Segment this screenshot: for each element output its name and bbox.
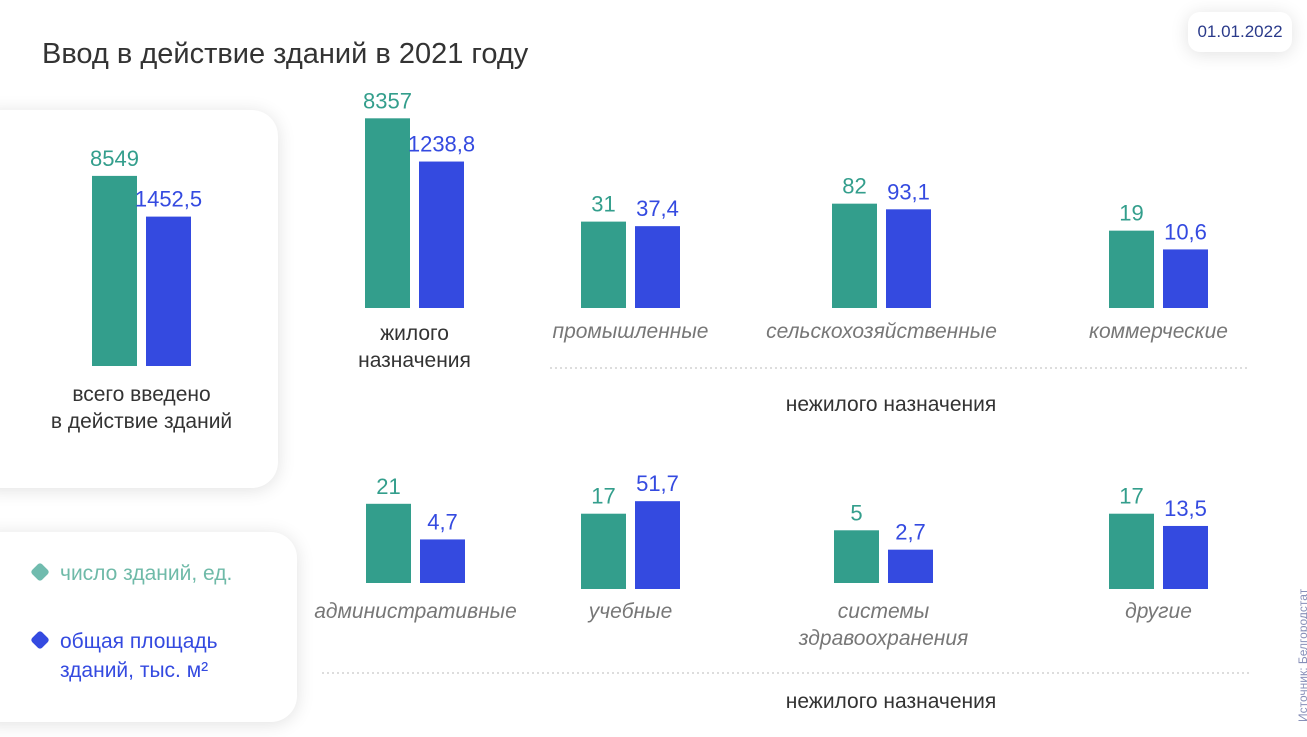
group-label: нежилого назначения <box>785 393 997 416</box>
category-line: здравоохранения <box>798 627 969 650</box>
value-label: 1452,5 <box>135 187 202 212</box>
category-label: административные <box>266 598 566 625</box>
category-line: назначения <box>358 349 471 372</box>
value-label: 5 <box>850 500 862 525</box>
legend-marker <box>31 563 49 581</box>
value-label: 1238,8 <box>408 132 475 157</box>
group-label: нежилого назначения <box>785 690 997 713</box>
bar <box>581 221 626 308</box>
value-label: 19 <box>1119 201 1143 226</box>
category-label: учебные <box>481 598 781 625</box>
category-line: в действие зданий <box>50 410 233 433</box>
bar <box>1163 525 1208 589</box>
bar <box>366 503 411 583</box>
bar <box>635 501 680 589</box>
date-pill <box>1188 12 1292 52</box>
bar <box>419 161 464 308</box>
bar <box>886 209 931 308</box>
category-line: другие <box>1125 600 1192 623</box>
category-line: сельскохозяйственные <box>766 320 997 343</box>
date: 01.01.2022 <box>1197 22 1283 41</box>
value-label: 8549 <box>90 146 139 171</box>
category-line: промышленные <box>552 320 709 343</box>
value-label: 93,1 <box>887 179 930 204</box>
value-label: 10,6 <box>1164 219 1207 244</box>
value-label: 17 <box>591 484 615 509</box>
bar <box>1109 230 1154 308</box>
category-label: промышленные <box>481 318 781 345</box>
bar <box>1163 249 1208 308</box>
bar <box>92 175 137 366</box>
value-label: 31 <box>591 192 615 217</box>
value-label: 13,5 <box>1164 496 1207 521</box>
category-line: жилого <box>380 322 449 345</box>
value-label: 37,4 <box>636 196 679 221</box>
bar <box>832 203 877 308</box>
bar <box>365 118 410 308</box>
bar <box>420 539 465 583</box>
category-line: учебные <box>588 600 673 623</box>
category-label: всего введено в действие зданий <box>0 381 292 435</box>
category-label: коммерческие <box>1009 318 1307 345</box>
total-card <box>0 110 278 488</box>
value-label: 82 <box>842 174 866 199</box>
legend-card <box>0 532 297 722</box>
bar <box>581 513 626 589</box>
value-label: 17 <box>1119 484 1143 509</box>
category-line: системы <box>837 600 930 623</box>
value-label: 4,7 <box>427 509 458 534</box>
value-label: 21 <box>376 474 400 499</box>
bar <box>888 549 933 583</box>
bar <box>635 226 680 308</box>
category-label: другие <box>1009 598 1307 625</box>
legend-marker <box>31 631 49 649</box>
category-label: сельскохозяйственные <box>732 318 1032 345</box>
bar <box>146 216 191 366</box>
title: Ввод в действие зданий в 2021 году <box>42 38 529 70</box>
value-label: 51,7 <box>636 471 679 496</box>
category-label: жилого назначения <box>265 320 565 374</box>
bar <box>1109 513 1154 589</box>
legend-label: общая площадь зданий, тыс. м² <box>60 630 218 682</box>
category-line: всего введено <box>72 383 211 406</box>
category-label: системы здравоохранения <box>734 598 1034 652</box>
legend-label: число зданий, ед. <box>60 562 233 585</box>
category-line: коммерческие <box>1089 320 1228 343</box>
category-line: административные <box>314 600 517 623</box>
bar <box>834 530 879 583</box>
value-label: 2,7 <box>895 520 926 545</box>
value-label: 8357 <box>363 88 412 113</box>
